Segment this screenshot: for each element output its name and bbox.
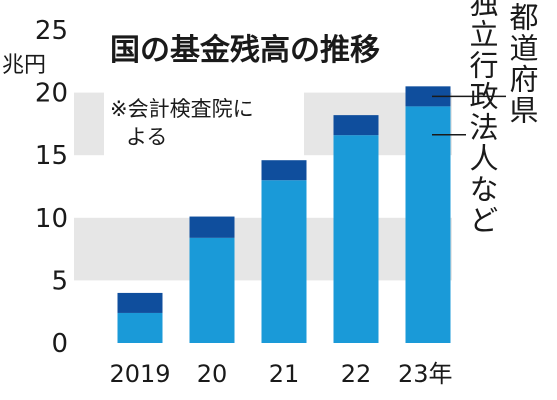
bar-segment-prefectures	[189, 216, 235, 238]
bar-segment-prefectures	[261, 160, 307, 181]
note-line-2: よる	[126, 125, 167, 149]
y-tick-label: 0	[51, 329, 68, 359]
chart-title: 国の基金残高の推移	[110, 33, 380, 68]
y-tick-label: 5	[51, 266, 68, 296]
bar-segment-agencies	[405, 106, 451, 343]
legend-label-prefectures: 都道府県	[505, 2, 539, 126]
x-tick-label: 22	[341, 360, 372, 388]
note-line-1: ※会計検査院に	[110, 97, 254, 121]
x-tick-label: 2019	[109, 360, 170, 388]
bar-segment-prefectures	[405, 86, 451, 107]
title-background	[104, 24, 424, 78]
x-tick-label: 20	[197, 360, 228, 388]
y-axis-unit: 兆円	[2, 53, 46, 78]
bar-segment-agencies	[333, 135, 379, 343]
y-tick-label: 25	[35, 16, 68, 46]
x-tick-labels: 2019 20 21 22 23年度末	[109, 360, 500, 388]
bars	[117, 86, 451, 343]
x-tick-label: 21	[269, 360, 300, 388]
bar-segment-agencies	[261, 180, 307, 343]
y-tick-label: 20	[35, 79, 68, 109]
legend-label-agencies: 独立行政法人など	[465, 0, 499, 236]
y-tick-label: 15	[35, 141, 68, 171]
bar-segment-prefectures	[333, 115, 379, 136]
y-tick-labels: 0 5 10 15 20 25	[35, 16, 68, 359]
bar-segment-agencies	[117, 312, 163, 343]
y-tick-label: 10	[35, 204, 68, 234]
bar-segment-prefectures	[117, 292, 163, 313]
legend-background	[452, 30, 557, 400]
bar-segment-agencies	[189, 237, 235, 343]
note-background	[104, 92, 304, 160]
